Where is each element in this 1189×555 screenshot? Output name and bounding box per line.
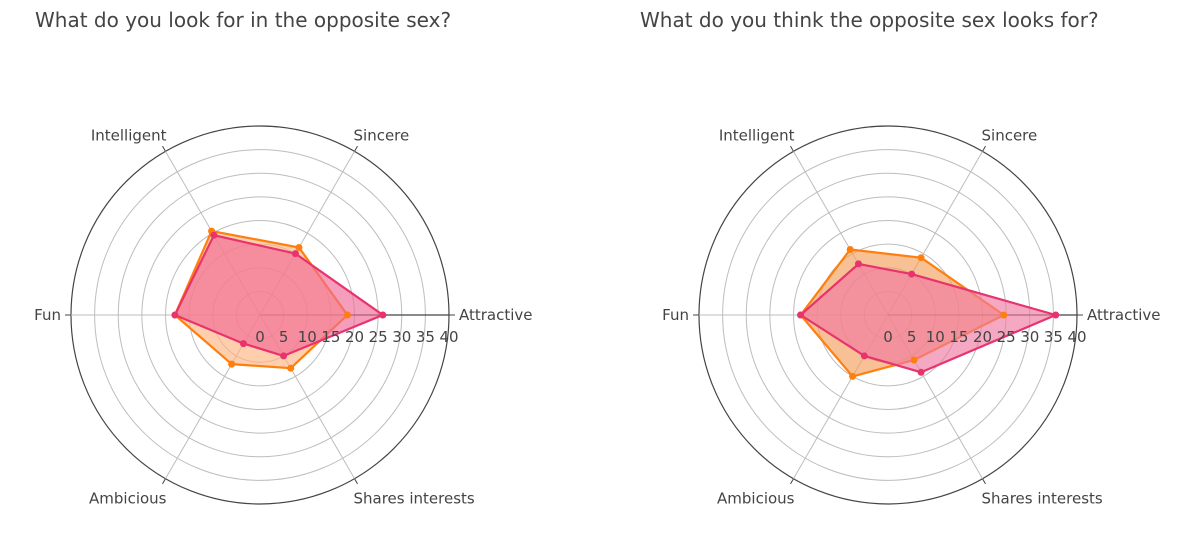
- axis-label: Sincere: [354, 127, 410, 145]
- spoke-tick: [162, 478, 166, 485]
- axis-label: Attractive: [1087, 306, 1161, 324]
- radial-tick-label: 40: [1067, 328, 1086, 346]
- radial-tick-label: 0: [883, 328, 893, 346]
- radial-tick-label: 25: [997, 328, 1016, 346]
- radial-tick-label: 10: [926, 328, 945, 346]
- data-point: [917, 368, 925, 376]
- data-point: [917, 254, 925, 262]
- radial-tick-label: 15: [949, 328, 968, 346]
- radial-tick-label: 30: [392, 328, 411, 346]
- spoke-tick: [162, 145, 166, 152]
- spoke-tick: [354, 478, 358, 485]
- radial-tick-label: 5: [279, 328, 289, 346]
- data-point: [287, 364, 295, 372]
- axis-label: Sincere: [982, 127, 1038, 145]
- data-point: [910, 356, 918, 364]
- radial-tick-label: 30: [1020, 328, 1039, 346]
- data-point: [908, 270, 916, 278]
- spoke-tick: [790, 478, 794, 485]
- radial-tick-label: 40: [439, 328, 458, 346]
- data-point: [291, 250, 299, 258]
- spoke-tick: [354, 145, 358, 152]
- spoke-tick: [982, 478, 986, 485]
- axis-label: Fun: [34, 306, 61, 324]
- chart-title-right: What do you think the opposite sex looks…: [640, 8, 1099, 32]
- data-point: [846, 246, 854, 254]
- radial-tick-label: 20: [345, 328, 364, 346]
- data-point: [854, 260, 862, 268]
- data-point: [1000, 311, 1008, 319]
- axis-label: Ambicious: [717, 489, 795, 507]
- radial-tick-label: 25: [369, 328, 388, 346]
- chart-title-left: What do you look for in the opposite sex…: [35, 8, 452, 32]
- axis-label: Ambicious: [89, 489, 167, 507]
- data-point: [280, 352, 288, 360]
- data-point: [1052, 311, 1060, 319]
- axis-label: Shares interests: [982, 489, 1103, 507]
- data-point: [295, 243, 303, 251]
- axis-label: Attractive: [459, 306, 533, 324]
- data-point: [797, 311, 805, 319]
- spoke-tick: [982, 145, 986, 152]
- data-point: [228, 360, 236, 368]
- data-point: [849, 372, 857, 380]
- data-point: [860, 352, 868, 360]
- axis-label: Intelligent: [719, 127, 795, 145]
- radial-tick-label: 35: [1044, 328, 1063, 346]
- radial-tick-label: 5: [907, 328, 917, 346]
- radial-tick-label: 10: [298, 328, 317, 346]
- axis-label: Shares interests: [354, 489, 475, 507]
- data-point: [379, 311, 387, 319]
- data-point: [343, 311, 351, 319]
- radial-tick-label: 15: [321, 328, 340, 346]
- radial-tick-label: 20: [973, 328, 992, 346]
- data-point: [210, 231, 218, 239]
- radial-tick-label: 0: [255, 328, 265, 346]
- data-point: [239, 340, 247, 348]
- radial-tick-label: 35: [416, 328, 435, 346]
- data-point: [171, 311, 179, 319]
- axis-label: Intelligent: [91, 127, 167, 145]
- axis-label: Fun: [662, 306, 689, 324]
- spoke-tick: [790, 145, 794, 152]
